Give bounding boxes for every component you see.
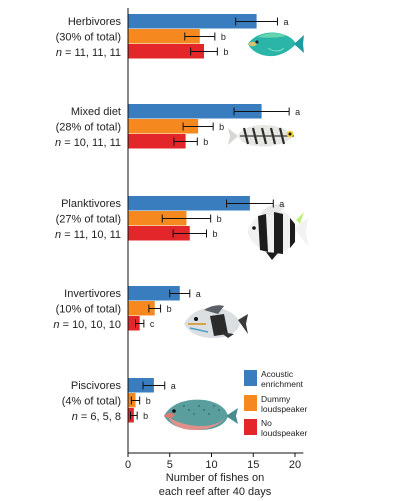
significance-letter: b — [203, 137, 208, 147]
group-label: Planktivores — [61, 198, 121, 210]
x-axis-title: each reef after 40 days — [159, 486, 272, 498]
bar — [128, 286, 180, 301]
group-n-label: n = 10, 11, 11 — [55, 137, 121, 149]
significance-letter: b — [221, 32, 226, 42]
bar — [128, 104, 262, 119]
significance-letter: a — [295, 107, 300, 117]
significance-letter: a — [171, 381, 176, 391]
bar — [128, 196, 250, 211]
legend-swatch — [244, 395, 257, 411]
bar — [128, 29, 200, 44]
significance-letter: b — [143, 411, 148, 421]
group-label: (10% of total) — [56, 304, 121, 316]
legend-label: enrichment — [261, 379, 304, 389]
significance-letter: b — [219, 122, 224, 132]
legend-label: loudspeaker — [261, 404, 307, 414]
group-n-label: n = 11, 10, 11 — [55, 229, 121, 241]
group-labels: Herbivores (30% of total) n = 11, 11, 11 Mi… — [53, 16, 121, 423]
legend-swatch — [244, 370, 257, 386]
parrotfish-fish-icon — [248, 32, 304, 57]
group-label: Invertivores — [64, 288, 121, 300]
legend-label: Dummy — [261, 394, 291, 404]
bar — [128, 211, 187, 226]
bar — [128, 226, 190, 241]
group-label: Herbivores — [68, 16, 122, 28]
group-label: Piscivores — [71, 380, 122, 392]
bar — [128, 14, 257, 29]
significance-letter: b — [217, 214, 222, 224]
x-axis-title: Number of fishes on — [166, 472, 264, 484]
significance-letter: b — [146, 396, 151, 406]
legend-label: Acoustic — [261, 369, 294, 379]
bar — [128, 119, 199, 134]
cardinalfish-fish-icon — [228, 125, 294, 147]
significance-letter: c — [150, 319, 155, 329]
x-tick-label: 20 — [289, 459, 301, 471]
x-axis: 0 5 10 15 20 Number of fishes on each reef aft… — [125, 8, 304, 498]
group-n-label: n = 10, 10, 10 — [53, 319, 121, 331]
legend-swatch — [244, 419, 257, 435]
x-tick-label: 5 — [167, 459, 173, 471]
bar — [128, 316, 140, 331]
significance-letter: a — [283, 17, 288, 27]
bar — [128, 134, 186, 149]
legend: AcousticenrichmentDummyloudspeakerNoloud… — [244, 369, 307, 438]
significance-letter: a — [196, 289, 201, 299]
significance-letter: a — [279, 199, 284, 209]
group-label: Mixed diet — [71, 106, 121, 118]
x-tick-label: 0 — [125, 459, 131, 471]
group-label: (28% of total) — [56, 122, 121, 134]
fish-illustrations — [164, 32, 308, 430]
damselfish-fish-icon — [248, 204, 308, 260]
legend-label: No — [261, 418, 272, 428]
bar — [128, 301, 155, 316]
legend-label: loudspeaker — [261, 428, 307, 438]
significance-letter: b — [223, 47, 228, 57]
triggerfish-fish-icon — [184, 305, 248, 338]
x-tick-label: 10 — [205, 459, 217, 471]
x-tick-label: 15 — [247, 459, 259, 471]
significance-letter: b — [167, 304, 172, 314]
group-n-label: n = 11, 11, 11 — [56, 47, 121, 59]
group-label: (4% of total) — [62, 396, 121, 408]
group-label: (30% of total) — [56, 32, 121, 44]
group-n-label: n = 6, 5, 8 — [72, 411, 121, 423]
significance-letter: b — [212, 229, 217, 239]
grouper-fish-icon — [164, 399, 238, 430]
bar — [128, 378, 154, 393]
bar — [128, 44, 204, 59]
group-label: (27% of total) — [56, 214, 121, 226]
